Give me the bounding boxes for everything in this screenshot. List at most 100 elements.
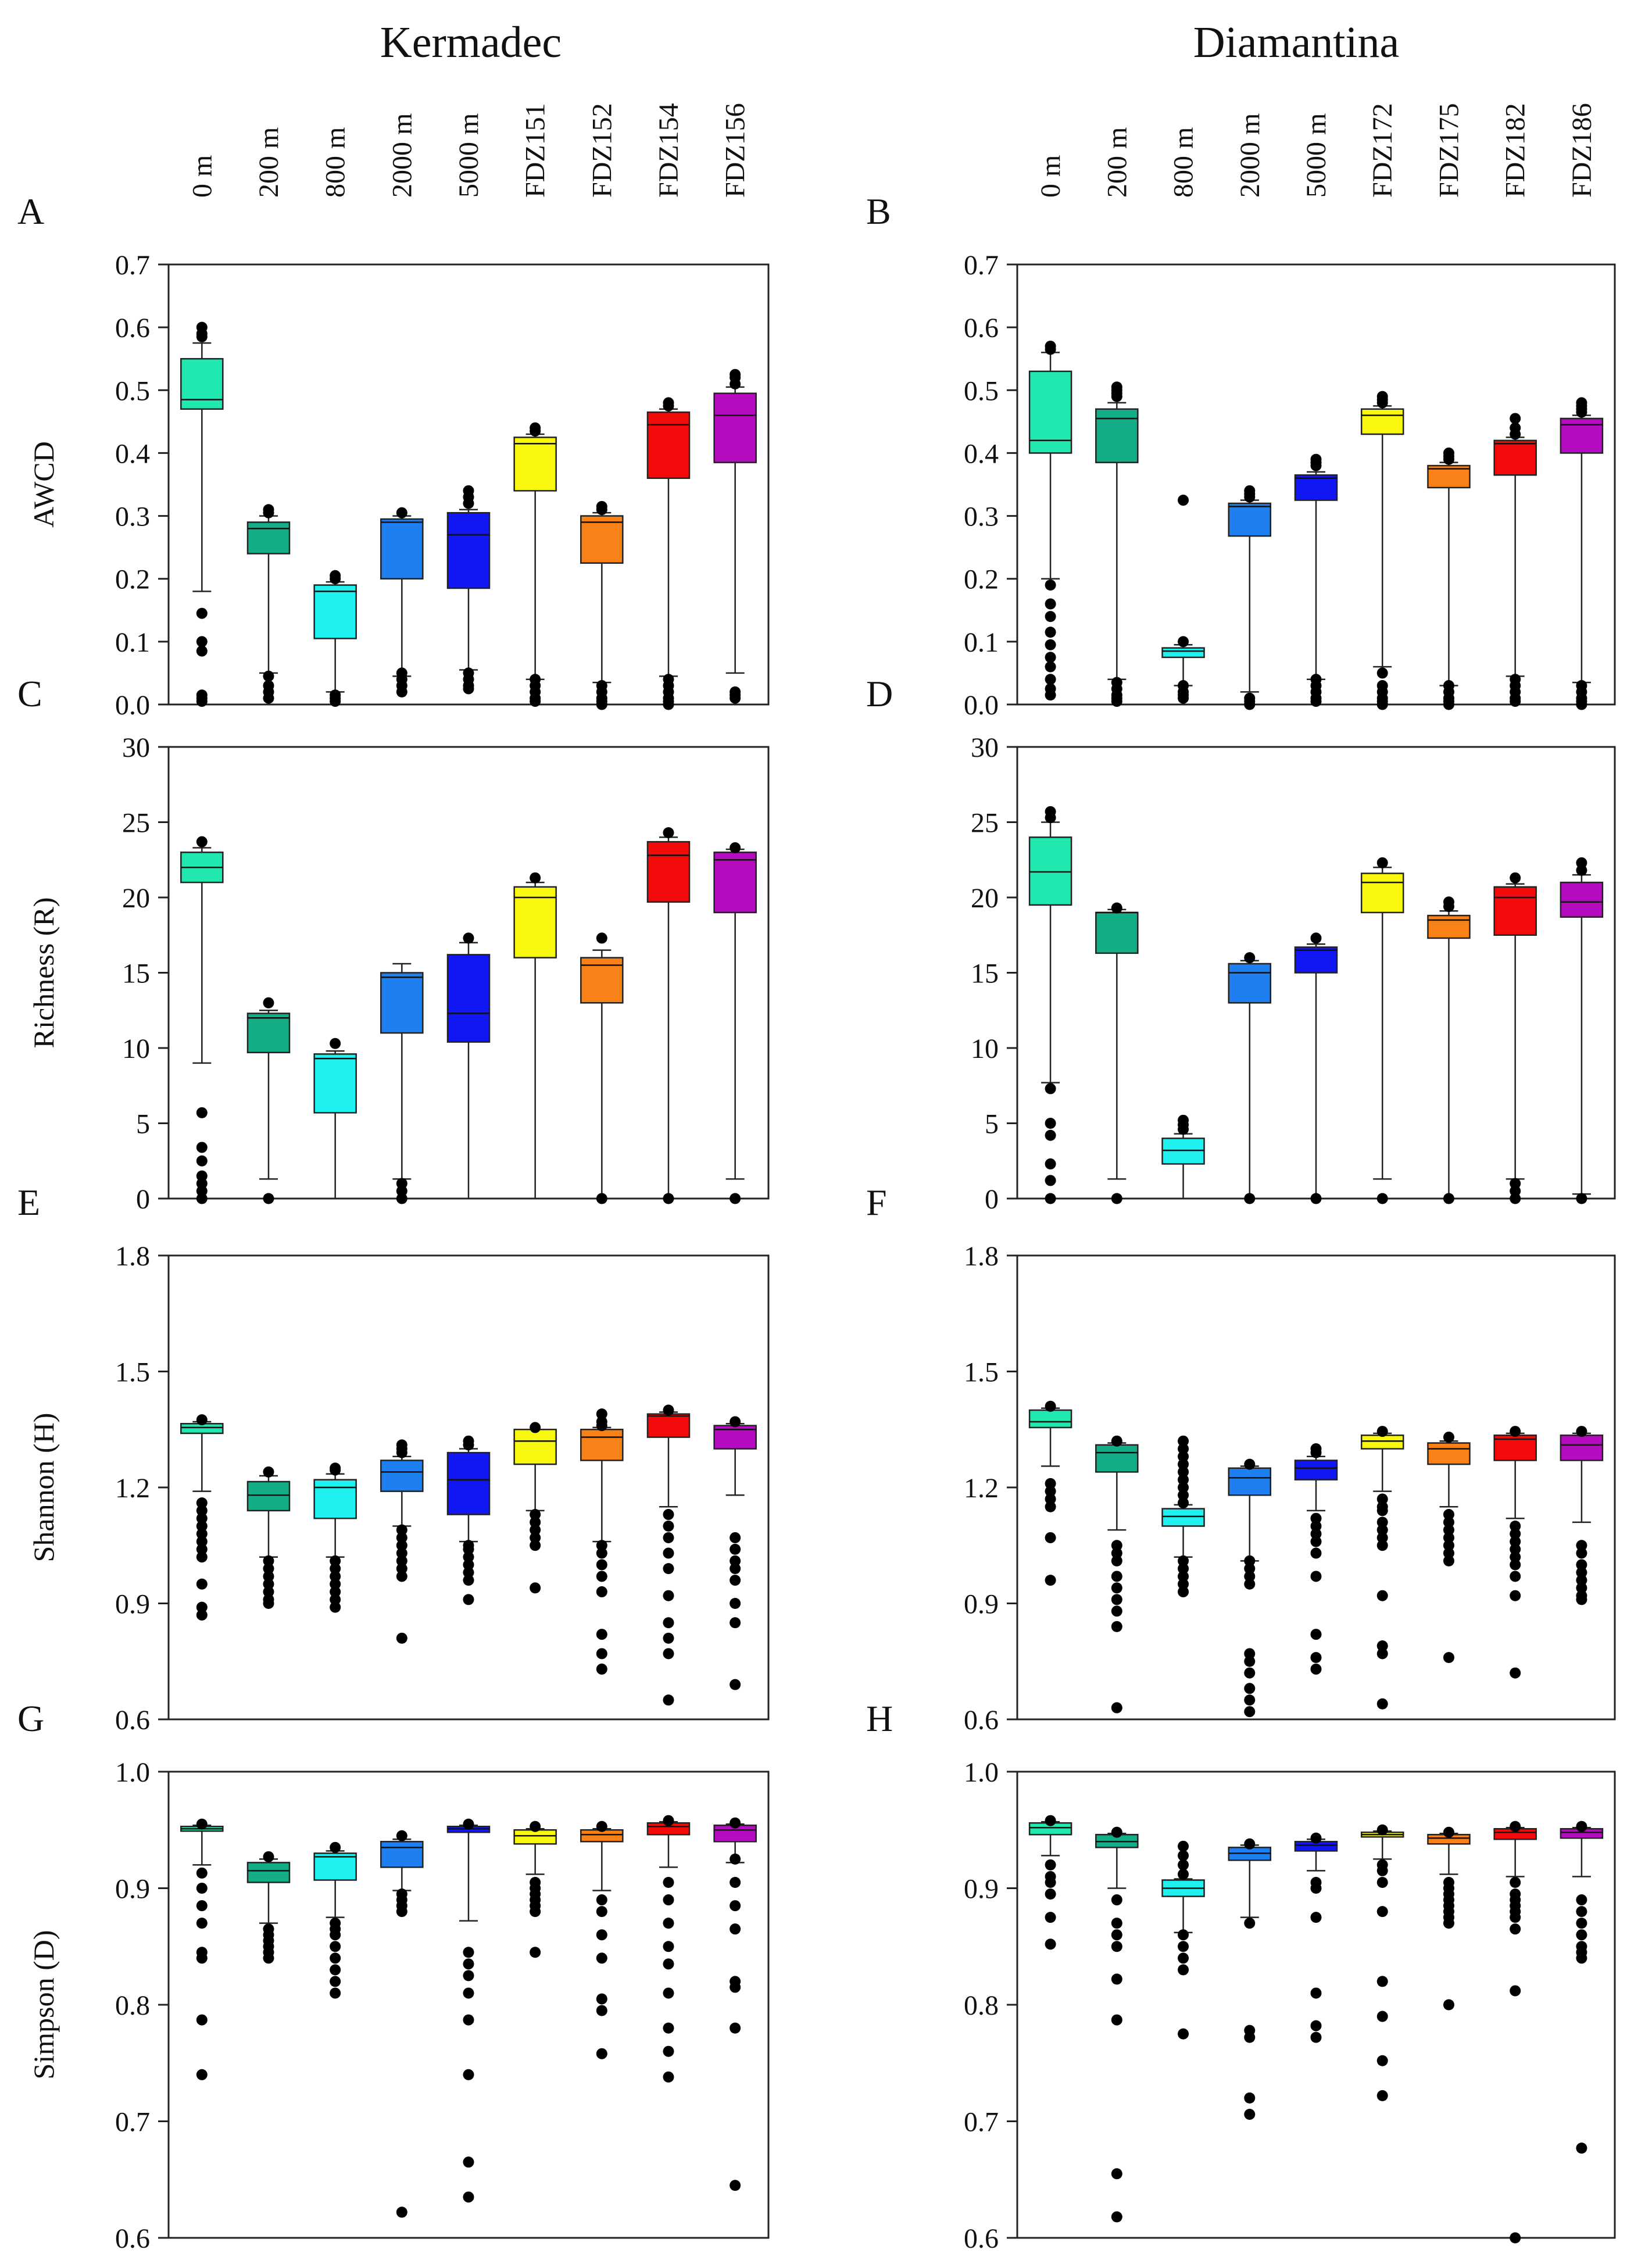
outlier-point (1178, 680, 1189, 692)
panel-h-letter: H (866, 1698, 893, 1739)
panel-b-ytick-label: 0.1 (964, 627, 999, 658)
outlier-point (1244, 1838, 1256, 1850)
outlier-point (1310, 1832, 1322, 1844)
box-fdz152 (580, 1429, 624, 1461)
box-800m (1161, 1138, 1205, 1165)
outlier-point (330, 1601, 341, 1613)
outlier-point (663, 1958, 674, 1970)
outlier-point (1376, 2011, 1388, 2022)
outlier-point (1310, 453, 1322, 465)
category-label: FDZ186 (1567, 103, 1597, 198)
panel-g-ylabel: Simpson (D) (27, 1930, 60, 2080)
outlier-point (196, 1900, 208, 1912)
category-label: 0 m (187, 155, 217, 198)
outlier-point (1510, 1543, 1521, 1555)
panel-e-ytick-label: 1.2 (115, 1473, 150, 1504)
outlier-point (1576, 1918, 1587, 1929)
outlier-point (463, 485, 474, 496)
panel-d-ytick-label: 30 (971, 732, 999, 763)
outlier-point (1178, 1497, 1189, 1509)
outlier-point (330, 1964, 341, 1976)
box-fdz172 (1360, 408, 1404, 435)
outlier-point (1510, 1178, 1521, 1189)
panel-b-ytick-label: 0.0 (964, 690, 999, 721)
outlier-point (463, 1435, 474, 1447)
outlier-point (330, 1586, 341, 1598)
outlier-point (396, 667, 407, 679)
panel-e-letter: E (17, 1182, 40, 1223)
outlier-point (1244, 1648, 1256, 1659)
outlier-point (530, 1582, 541, 1594)
outlier-point (596, 1664, 607, 1675)
outlier-point (1045, 1083, 1056, 1095)
outlier-point (1510, 2232, 1521, 2244)
category-label: 200 m (1102, 127, 1132, 198)
outlier-point (1576, 857, 1587, 868)
outlier-point (1376, 1426, 1388, 1437)
outlier-point (263, 504, 274, 516)
outlier-point (463, 2156, 474, 2168)
outlier-point (1178, 1586, 1189, 1598)
panel-d-ytick-label: 20 (971, 883, 999, 914)
outlier-point (1376, 2055, 1388, 2066)
outlier-point (530, 1540, 541, 1551)
outlier-point (530, 1524, 541, 1536)
outlier-point (1178, 495, 1189, 506)
outlier-point (663, 1404, 674, 1416)
outlier-point (1178, 1578, 1189, 1590)
outlier-point (730, 1976, 741, 1987)
category-label: 5000 m (1301, 113, 1332, 198)
outlier-point (663, 1648, 674, 1659)
outlier-point (396, 1555, 407, 1566)
outlier-point (1045, 1575, 1056, 1586)
outlier-point (596, 1586, 607, 1598)
outlier-point (196, 1918, 208, 1929)
outlier-point (1111, 1547, 1122, 1559)
outlier-point (1178, 1443, 1189, 1454)
outlier-point (1376, 1590, 1388, 1601)
outlier-point (396, 1524, 407, 1536)
outlier-point (1045, 627, 1056, 638)
outlier-point (1244, 1683, 1256, 1694)
box-800m (313, 1053, 357, 1114)
panel-g-letter: G (17, 1698, 44, 1739)
outlier-point (196, 2069, 208, 2080)
panel-b-letter: B (866, 191, 891, 232)
outlier-point (196, 1107, 208, 1118)
outlier-point (1310, 932, 1322, 944)
box-fdz156 (713, 392, 757, 463)
box-2000m (1228, 502, 1272, 537)
panel-h-ytick-label: 0.6 (964, 2223, 999, 2254)
outlier-point (1178, 1482, 1189, 1493)
outlier-point (1576, 1906, 1587, 1918)
outlier-point (1111, 1941, 1122, 1952)
panel-g-ytick-label: 1.0 (115, 1757, 150, 1788)
outlier-point (1045, 598, 1056, 610)
outlier-point (1510, 1536, 1521, 1547)
category-label: 2000 m (1235, 113, 1265, 198)
category-label: 5000 m (453, 113, 484, 198)
outlier-point (663, 2071, 674, 2083)
outlier-point (730, 1923, 741, 1935)
outlier-point (1510, 1876, 1521, 1888)
outlier-point (1376, 857, 1388, 868)
outlier-point (196, 1883, 208, 1894)
outlier-point (1443, 1193, 1454, 1204)
outlier-point (1310, 1536, 1322, 1547)
box-5000m (1294, 1460, 1338, 1480)
box-2000m (380, 1460, 424, 1492)
category-label: 800 m (1168, 127, 1199, 198)
outlier-point (530, 872, 541, 884)
box-fdz182 (1493, 886, 1537, 936)
outlier-point (1576, 1821, 1587, 1832)
outlier-point (1310, 1193, 1322, 1204)
panel-f-ytick-label: 1.2 (964, 1473, 999, 1504)
outlier-point (1244, 1578, 1256, 1590)
panel-b-ytick-label: 0.6 (964, 313, 999, 344)
outlier-point (663, 1876, 674, 1888)
box-200m (246, 521, 291, 555)
outlier-point (1576, 1193, 1587, 1204)
outlier-point (196, 1536, 208, 1547)
outlier-point (396, 1571, 407, 1582)
outlier-point (596, 1193, 607, 1204)
